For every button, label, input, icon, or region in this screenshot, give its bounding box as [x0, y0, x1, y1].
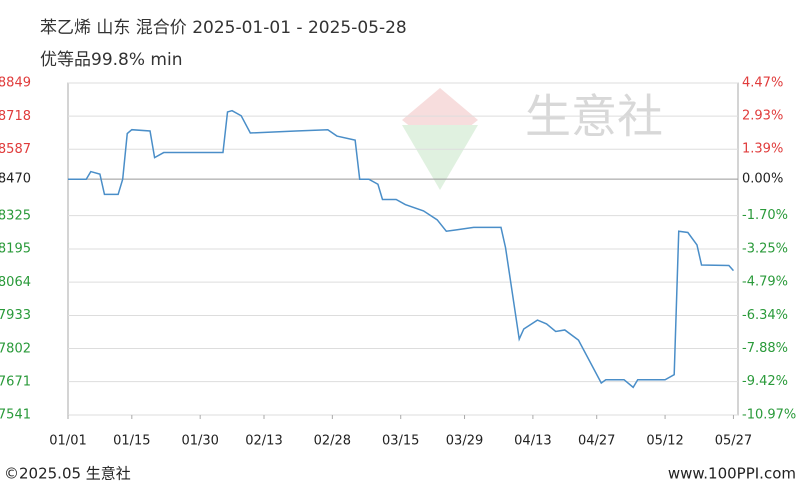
x-tick-label: 01/30 — [181, 434, 218, 449]
y2-tick-label: -3.25% — [742, 242, 788, 257]
y-tick-label: 7933 — [0, 308, 31, 323]
chart-subtitle: 优等品99.8% min — [40, 50, 182, 70]
x-tick-label: 04/13 — [514, 434, 551, 449]
y2-tick-label: -9.42% — [742, 374, 788, 389]
x-tick-label: 02/13 — [245, 434, 282, 449]
x-tick-label: 02/28 — [314, 434, 351, 449]
y2-tick-label: 2.93% — [742, 109, 783, 124]
line — [68, 109, 735, 389]
y-tick-label: 7541 — [0, 408, 31, 423]
y-tick-label: 8718 — [0, 109, 31, 124]
y-tick-label: 7671 — [0, 375, 31, 390]
y-tick-label: 8849 — [0, 76, 31, 91]
y-tick-label: 8195 — [0, 242, 31, 257]
y-tick-label: 8587 — [0, 142, 31, 157]
x-tick-label: 03/15 — [382, 434, 419, 449]
y2-tick-label: -1.70% — [742, 208, 788, 223]
x-tick-label: 05/12 — [646, 434, 683, 449]
logo — [402, 88, 478, 190]
y-tick-label: 8325 — [0, 209, 31, 224]
y2-tick-label: 0.00% — [742, 172, 783, 187]
chart-title: 苯乙烯 山东 混合价 2025-01-01 - 2025-05-28 — [40, 18, 407, 38]
y-tick-label: 7802 — [0, 341, 31, 356]
y-tick-label: 8470 — [0, 172, 31, 187]
y2-tick-label: -4.79% — [742, 275, 788, 290]
y2-tick-label: -10.97% — [742, 408, 796, 423]
x-tick-label: 05/27 — [715, 434, 752, 449]
y2-tick-label: -7.88% — [742, 341, 788, 356]
footer-right: www.100PPI.com — [668, 465, 796, 483]
x-tick-label: 03/29 — [446, 434, 483, 449]
y2-tick-label: 4.47% — [742, 76, 783, 91]
footer-left: ©2025.05 生意社 — [4, 465, 131, 483]
x-tick-label: 04/27 — [578, 434, 615, 449]
y2-tick-label: -6.34% — [742, 308, 788, 323]
x-tick-label: 01/01 — [49, 434, 86, 449]
y2-tick-label: 1.39% — [742, 142, 783, 157]
y-tick-label: 8064 — [0, 275, 31, 290]
x-tick-label: 01/15 — [113, 434, 150, 449]
